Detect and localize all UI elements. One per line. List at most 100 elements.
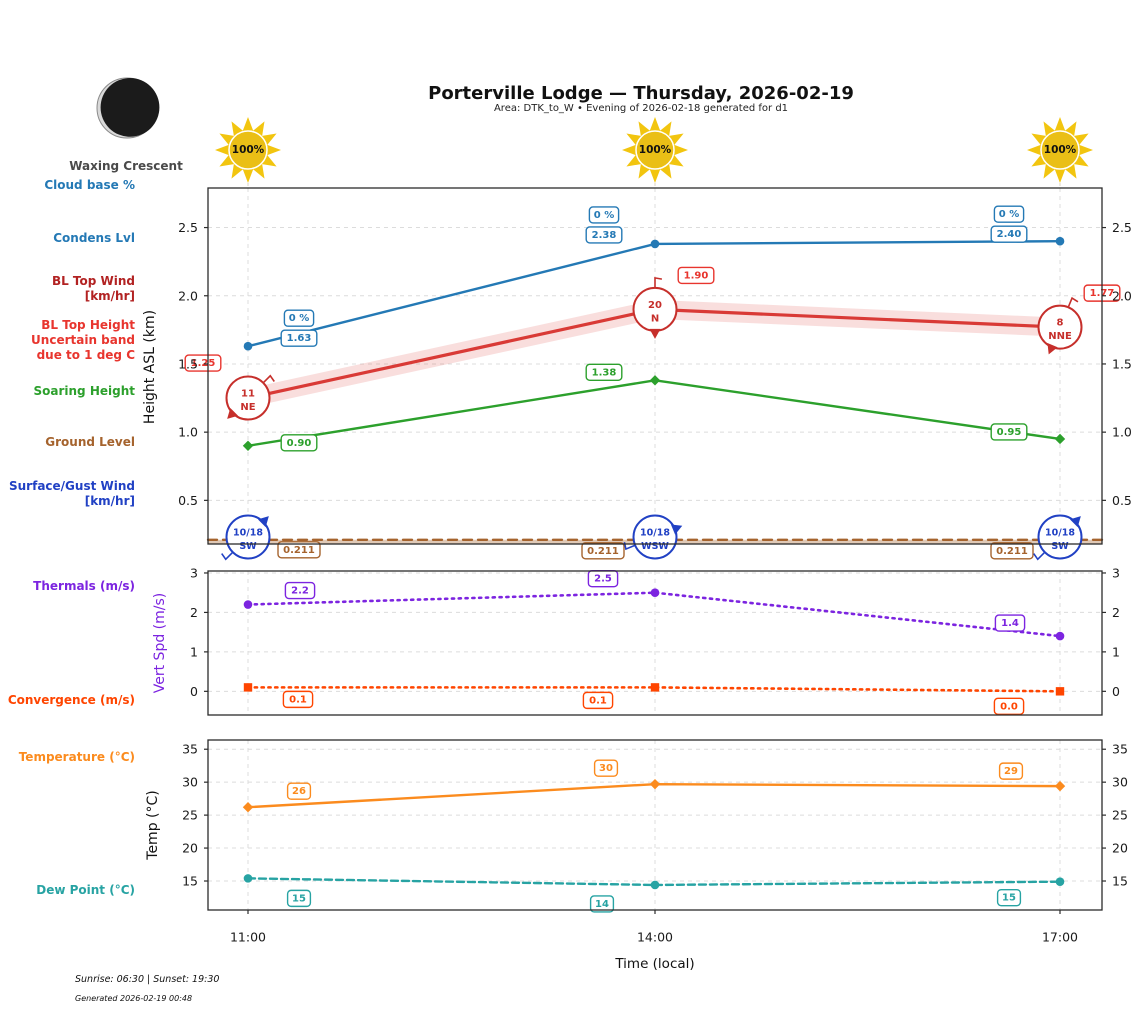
- chart-text: 29: [1004, 766, 1018, 777]
- point-value-label: 1.63: [280, 329, 318, 347]
- uncertainty-band: [248, 299, 1060, 408]
- y-tick-label: 3: [190, 565, 198, 580]
- chart-text: 0.211: [996, 546, 1028, 557]
- y-tick-label: 1: [190, 644, 198, 659]
- point-value-label: 0 %: [283, 309, 315, 327]
- point-value-label: 2.2: [284, 581, 316, 600]
- chart-text: 2.5: [594, 574, 612, 585]
- y-tick-label: 2.5: [1112, 220, 1132, 235]
- point-value-label: 0 %: [993, 205, 1025, 223]
- point-value-label: 26: [286, 782, 312, 800]
- point-value-label: 0.211: [581, 542, 625, 560]
- point-value-label: 30: [593, 759, 619, 777]
- panel-frame: [207, 570, 1103, 716]
- temp-panel: 26 30 29 15 14 15 15 15 20 20 25 25 30 30 35 35 11:00 14:…: [182, 739, 1128, 945]
- point-value-label: 0.1: [582, 691, 614, 710]
- moon-phase-icon: [91, 72, 163, 148]
- y-tick-label: 25: [182, 808, 198, 823]
- chart-text: 0.211: [283, 545, 315, 556]
- wind-direction-text: NE: [240, 402, 255, 413]
- y-tick-label: 1.5: [1112, 356, 1132, 371]
- x-tick-label: 14:00: [637, 930, 673, 945]
- data-point: [243, 600, 253, 609]
- y-tick-label: 20: [1112, 841, 1128, 856]
- wind-direction-text: SW: [1051, 541, 1069, 552]
- chart-text: 1.25: [191, 358, 216, 369]
- chart-text: 0.211: [587, 546, 619, 557]
- point-value-label: 0.95: [990, 423, 1028, 441]
- chart-text: 1.4: [1001, 618, 1019, 629]
- y-tick-label: 0.5: [178, 493, 198, 508]
- wind-direction-text: N: [651, 313, 659, 324]
- chart-text: 0 %: [289, 313, 309, 324]
- data-point: [1055, 877, 1065, 886]
- chart-text: 0 %: [999, 209, 1019, 220]
- sun-icon: 100%: [1027, 117, 1093, 183]
- data-point: [649, 778, 661, 790]
- data-point: [1055, 687, 1065, 696]
- x-axis-title: Time (local): [615, 956, 695, 972]
- wind-indicator: 11 NE: [225, 374, 275, 421]
- sun-icon: 100%: [215, 117, 281, 183]
- chart-text: 2.40: [997, 229, 1022, 240]
- wind-speed-text: 10/18: [640, 528, 670, 539]
- point-value-label: 29: [998, 762, 1024, 780]
- x-tick-label: 17:00: [1042, 930, 1078, 945]
- series-soaring-height: 0.90 1.38 0.95: [242, 363, 1066, 452]
- point-value-label: 0 %: [588, 206, 620, 224]
- chart-text: 2.38: [592, 230, 617, 241]
- point-value-label: 2.5: [587, 569, 619, 588]
- y-tick-label: 2: [1112, 605, 1120, 620]
- generated-text: Generated 2026-02-19 00:48: [75, 994, 193, 1003]
- series-condens-lvl: 1.63 0 % 2.38 0 % 2.40 0 %: [243, 205, 1065, 351]
- y-tick-label: 35: [182, 742, 198, 757]
- chart-text: 0.95: [997, 427, 1022, 438]
- point-value-label: 2.40: [990, 225, 1028, 243]
- data-point: [243, 683, 253, 692]
- chart-text: 1.63: [287, 333, 312, 344]
- series-thermals: 2.2 2.5 1.4: [243, 569, 1065, 641]
- wind-indicator: 10/18 SW: [1033, 514, 1083, 561]
- y-tick-label: 2.0: [178, 288, 198, 303]
- chart-text: 0.0: [1000, 701, 1018, 712]
- point-value-label: 15: [286, 889, 312, 908]
- data-point: [650, 239, 660, 249]
- y-tick-label: 2.5: [178, 220, 198, 235]
- height-panel: 1.63 0 % 2.38 0 % 2.40 0 % 11 NE 20 N 8 NNE 1.25 1.90…: [178, 187, 1132, 561]
- wind-speed-text: 20: [648, 300, 662, 311]
- y-tick-label: 0: [1112, 684, 1120, 699]
- chart-text: 1.90: [684, 270, 709, 281]
- data-point: [650, 588, 660, 597]
- series-line: [246, 379, 1062, 447]
- y-tick-label: 1.5: [178, 356, 198, 371]
- chart-text: 30: [599, 763, 613, 774]
- wind-speed-text: 11: [241, 389, 255, 400]
- chart-text: 26: [292, 786, 306, 797]
- y-tick-label: 2.0: [1112, 288, 1132, 303]
- sunshine-percent-text: 100%: [639, 144, 672, 156]
- data-point: [242, 440, 254, 451]
- wind-indicator: 10/18 SW: [221, 514, 271, 561]
- y-tick-label: 20: [182, 841, 198, 856]
- y-tick-label: 1.0: [178, 425, 198, 440]
- point-value-label: 0.211: [990, 542, 1034, 560]
- point-value-label: 0.0: [993, 697, 1025, 716]
- data-point: [243, 874, 253, 883]
- data-point: [650, 880, 660, 890]
- point-value-label: 0.211: [277, 541, 321, 559]
- data-point: [243, 341, 253, 351]
- chart-text: 15: [1002, 893, 1016, 904]
- wind-direction-text: SW: [239, 541, 257, 552]
- wind-speed-text: 8: [1057, 318, 1064, 329]
- moon-phase-label: Waxing Crescent: [69, 159, 183, 173]
- data-point: [1054, 780, 1066, 792]
- point-value-label: 1.25: [184, 354, 222, 372]
- chart-text: 0.90: [287, 438, 312, 449]
- wind-direction-text: NNE: [1048, 331, 1072, 342]
- y-tick-label: 15: [1112, 874, 1128, 889]
- point-value-label: 1.90: [677, 266, 715, 285]
- y-tick-label: 1.0: [1112, 425, 1132, 440]
- data-point: [1054, 433, 1066, 445]
- y-tick-label: 25: [1112, 808, 1128, 823]
